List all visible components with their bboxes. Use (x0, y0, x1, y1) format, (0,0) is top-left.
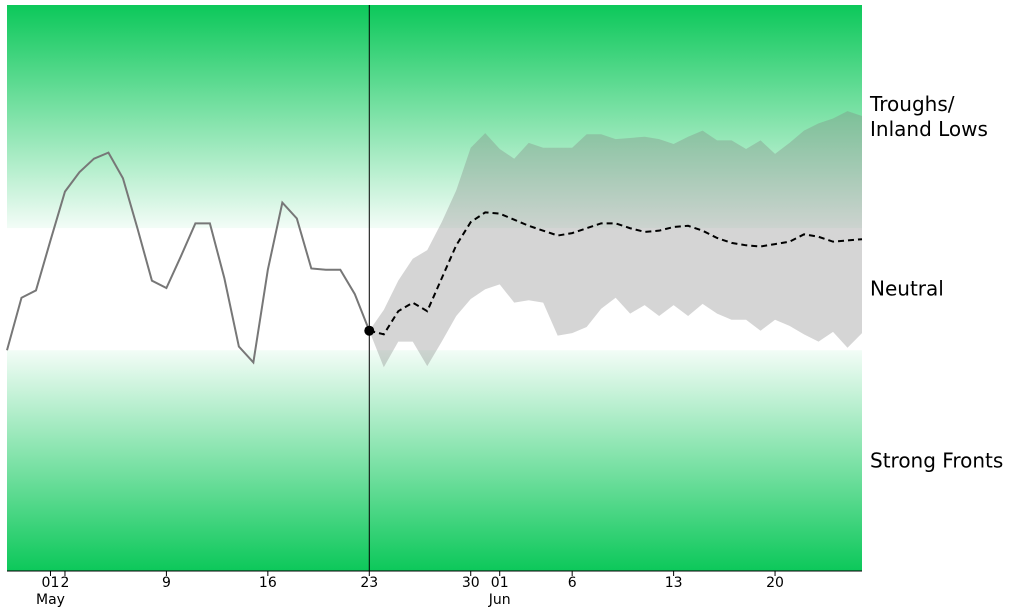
x-tick-label: 23 (360, 575, 378, 591)
month-label: Jun (488, 592, 511, 608)
x-tick-label: 16 (259, 575, 277, 591)
x-tick-label: 13 (665, 575, 683, 591)
month-label: May (36, 592, 65, 608)
region (7, 228, 862, 351)
x-tick-label: 9 (162, 575, 171, 591)
x-tick-label: 20 (766, 575, 784, 591)
series-line (6, 151, 371, 365)
forecast-band (369, 111, 862, 368)
region-label: Neutral (870, 276, 944, 301)
region-label: Strong Fronts (870, 448, 1004, 473)
x-tick-label: 01 (42, 575, 60, 591)
region (7, 5, 862, 229)
x-tick-label: 6 (568, 575, 577, 591)
region-label: Troughs/ Inland Lows (870, 91, 988, 141)
today-point (364, 325, 375, 336)
series-line (369, 211, 863, 336)
region (7, 350, 862, 571)
x-tick-label: 30 (462, 575, 480, 591)
x-tick-label: 01 (491, 575, 509, 591)
x-tick-label: 2 (61, 575, 70, 591)
